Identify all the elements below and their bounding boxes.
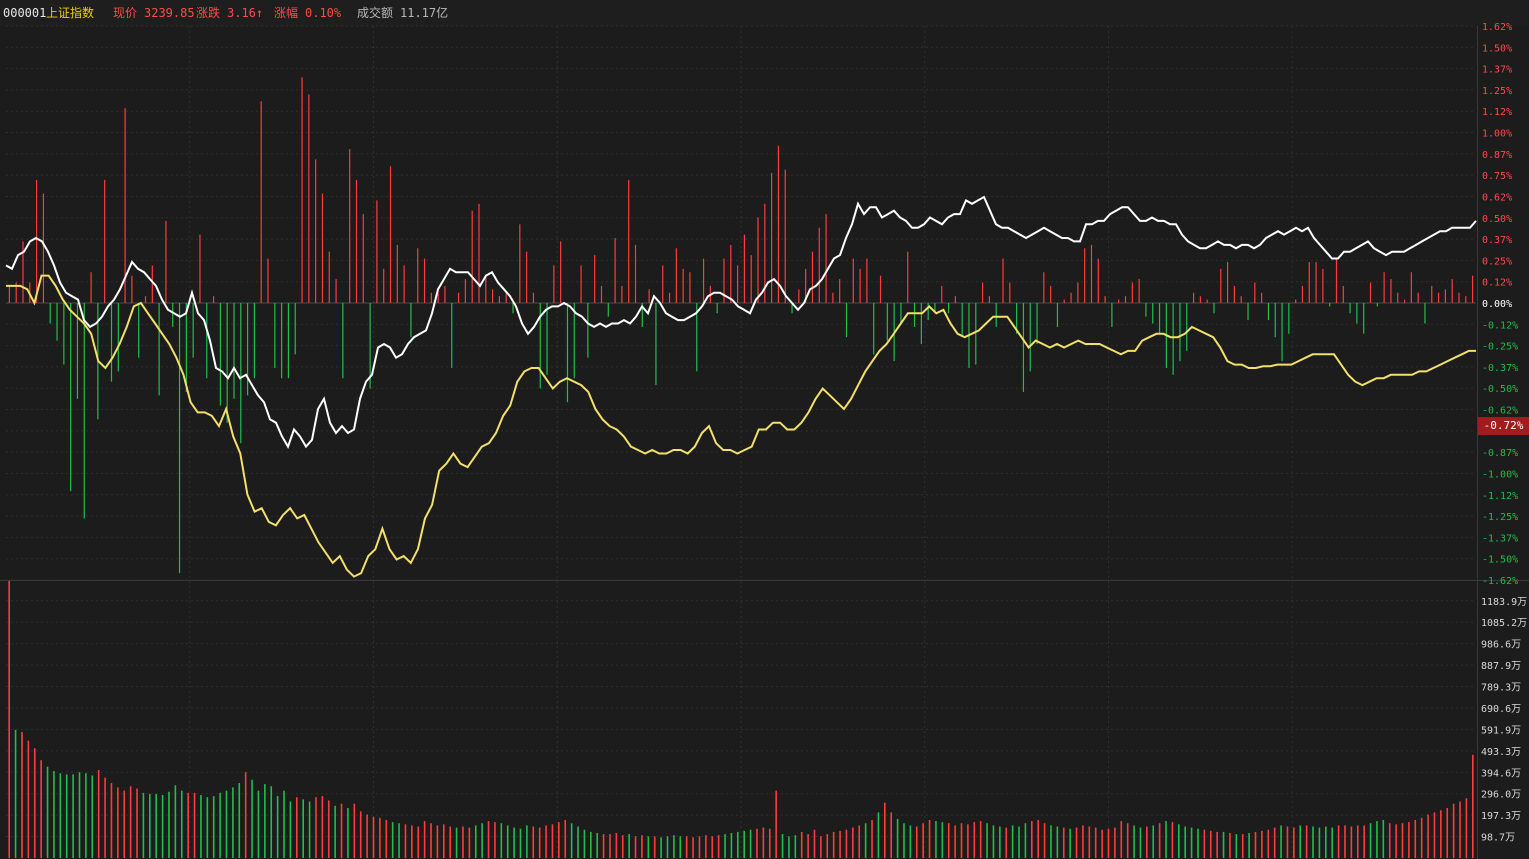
- vol-tick-label: 1183.9万: [1481, 597, 1527, 608]
- volume-bars: [8, 581, 1474, 858]
- stock-code: 000001: [3, 6, 47, 20]
- chart-grid: [0, 25, 1529, 859]
- vol-tick-label: 394.6万: [1481, 768, 1521, 779]
- y-tick-label: 0.50%: [1482, 214, 1512, 225]
- y-tick-label: 0.12%: [1482, 278, 1512, 289]
- y-tick-label: 1.37%: [1482, 65, 1512, 76]
- stock-name: 上证指数: [46, 6, 95, 20]
- vol-tick-label: 887.9万: [1481, 661, 1521, 672]
- vol-tick-label: 591.9万: [1481, 725, 1521, 736]
- y-tick-label: 1.12%: [1482, 107, 1512, 118]
- vol-tick-label: 986.6万: [1481, 640, 1521, 651]
- quote-header: 000001 上证指数 现价 3239.85 涨跌 3.16↑ 涨幅 0.10%…: [0, 0, 1529, 26]
- change-value: 3.16↑: [227, 6, 264, 20]
- current-change-tag: -0.72%: [1478, 417, 1529, 435]
- y-tick-label: 0.00%: [1482, 299, 1512, 310]
- y-tick-label: -1.12%: [1482, 491, 1518, 502]
- y-tick-label: 0.37%: [1482, 235, 1512, 246]
- y-tick-label: -1.00%: [1482, 469, 1518, 480]
- y-tick-label: -1.37%: [1482, 533, 1518, 544]
- price-value: 3239.85: [144, 6, 195, 20]
- change-label: 涨跌: [196, 6, 221, 20]
- right-axis: 1.62% 1.50% 1.37% 1.25% 1.12% 1.00% 0.87% 0.75%…: [1481, 22, 1527, 844]
- y-tick-label: 1.50%: [1482, 43, 1512, 54]
- vol-tick-label: 98.7万: [1481, 833, 1515, 844]
- y-tick-label: 1.62%: [1482, 22, 1512, 33]
- price-label: 现价: [113, 6, 138, 20]
- y-tick-label: 1.00%: [1482, 129, 1512, 140]
- y-tick-label: -0.62%: [1482, 406, 1518, 417]
- average-line: [6, 274, 1476, 578]
- y-tick-label: -0.12%: [1482, 320, 1518, 331]
- amount-label: 成交额: [357, 6, 394, 20]
- y-tick-label: 0.62%: [1482, 192, 1512, 203]
- pct-value: 0.10%: [305, 6, 342, 20]
- vol-tick-label: 493.3万: [1481, 747, 1521, 758]
- vol-tick-label: 1085.2万: [1481, 618, 1527, 629]
- y-tick-label: 0.87%: [1482, 150, 1512, 161]
- vol-tick-label: 789.3万: [1481, 683, 1521, 694]
- y-tick-label: -1.25%: [1482, 512, 1518, 523]
- y-tick-label: -0.37%: [1482, 363, 1518, 374]
- y-tick-label: 0.75%: [1482, 171, 1512, 182]
- y-tick-label: -0.87%: [1482, 448, 1518, 459]
- y-tick-label: -1.50%: [1482, 555, 1518, 566]
- vol-tick-label: 690.6万: [1481, 704, 1521, 715]
- y-tick-label: -0.50%: [1482, 384, 1518, 395]
- strength-bars: [8, 77, 1474, 574]
- y-tick-label: -0.25%: [1482, 342, 1518, 353]
- y-tick-label: 0.25%: [1482, 256, 1512, 267]
- vol-tick-label: 296.0万: [1481, 790, 1521, 801]
- y-tick-label: -1.62%: [1482, 576, 1518, 587]
- vol-tick-label: 197.3万: [1481, 811, 1521, 822]
- price-lines: [5, 195, 1477, 578]
- y-tick-label: 1.25%: [1482, 86, 1512, 97]
- amount-value: 11.17亿: [400, 6, 449, 20]
- pct-label: 涨幅: [274, 6, 299, 20]
- price-line: [5, 195, 1477, 449]
